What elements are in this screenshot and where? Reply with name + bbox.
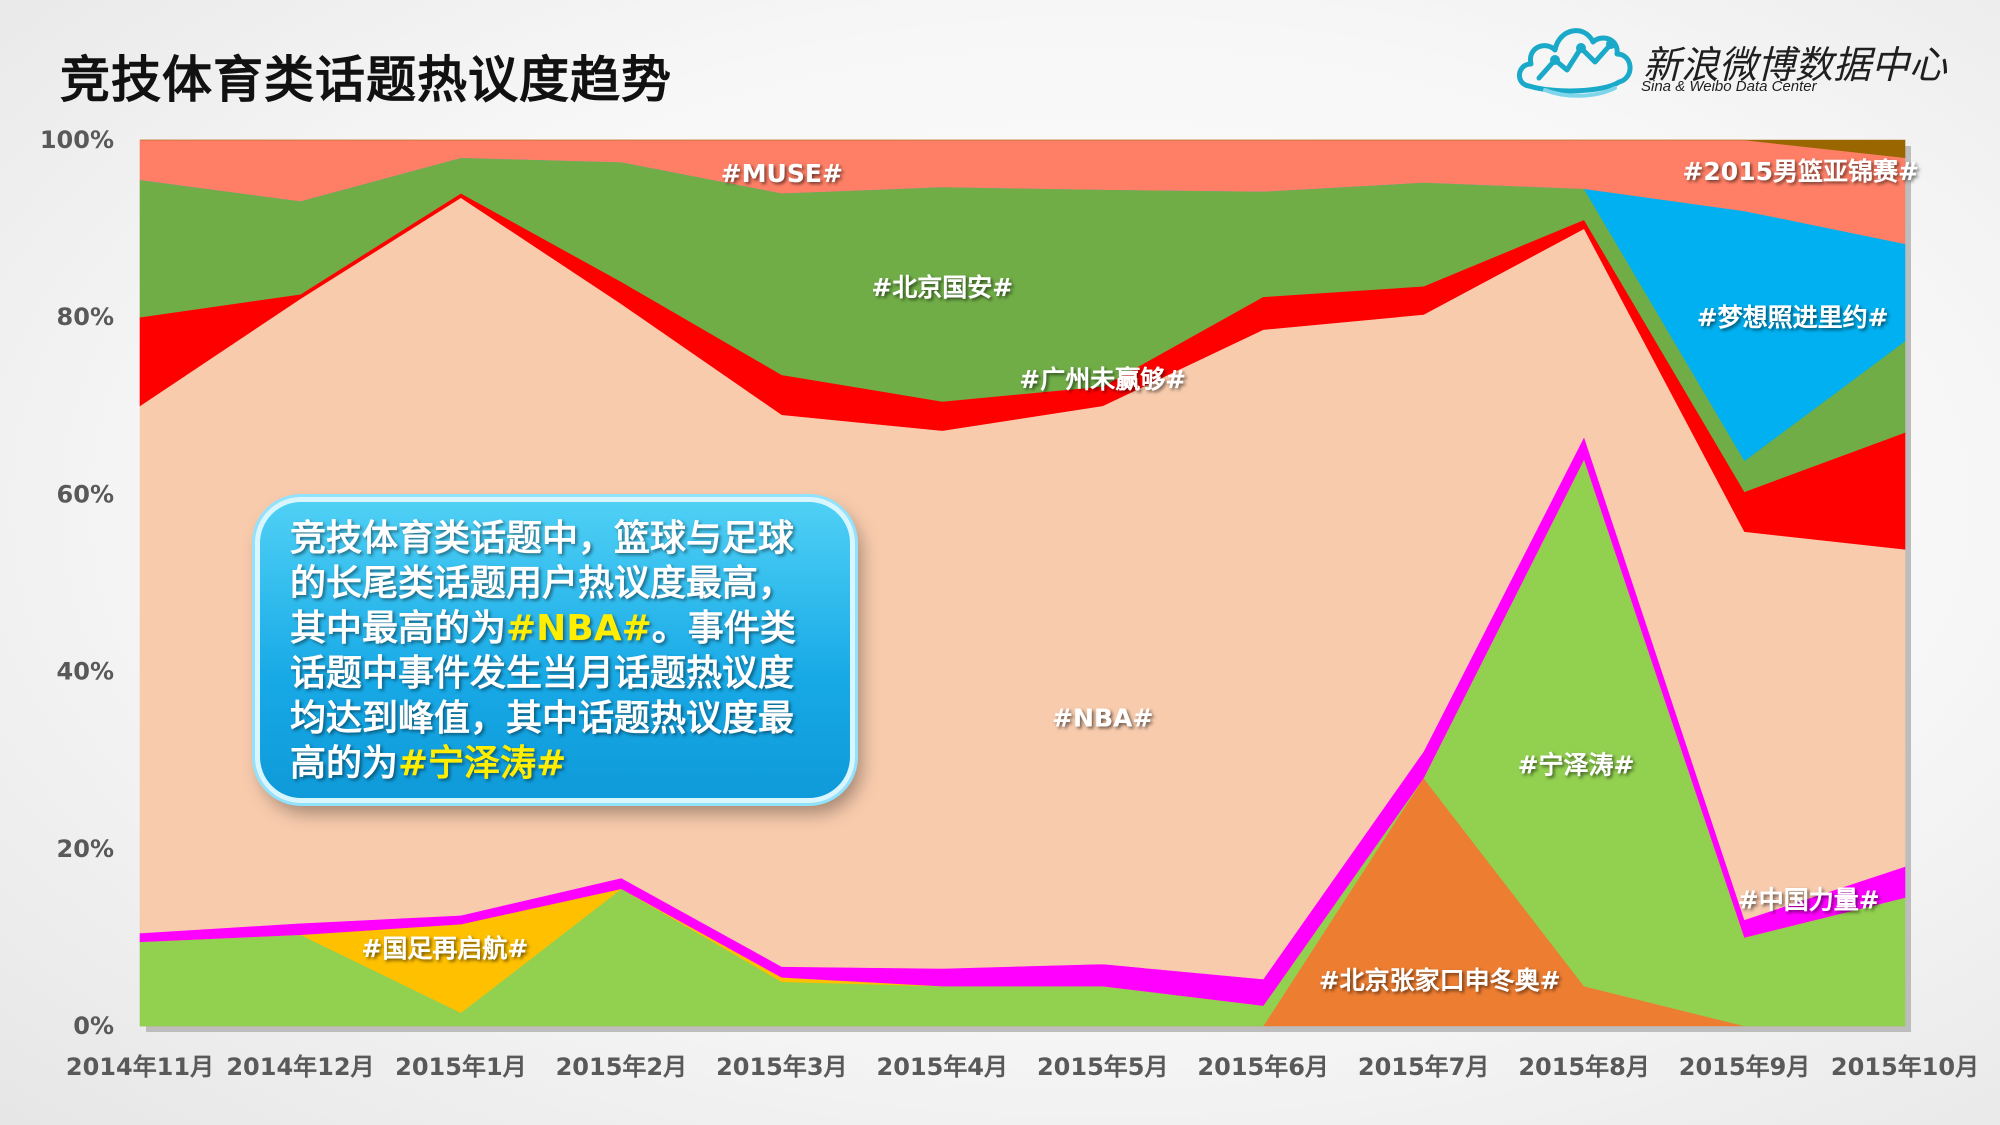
series-label: #国足再启航#: [361, 934, 528, 963]
callout-highlight: #NBA#: [506, 608, 652, 649]
x-tick-label: 2015年7月: [1358, 1053, 1490, 1081]
cloud-logo-icon: [1517, 28, 1633, 98]
y-tick-label: 100%: [40, 126, 114, 154]
y-tick-label: 0%: [73, 1012, 114, 1040]
area-series-9: [140, 139, 1906, 159]
x-tick-label: 2015年9月: [1679, 1053, 1811, 1081]
callout-line: 均达到峰值，其中话题热议度最: [290, 696, 830, 741]
callout-line: 的长尾类话题用户热议度最高，: [290, 561, 830, 606]
x-tick-label: 2015年3月: [716, 1053, 848, 1081]
sina-weibo-logo: 新浪微博数据中心 Sina & Weibo Data Center: [1515, 8, 1995, 108]
y-tick-label: 60%: [57, 480, 114, 508]
y-tick-label: 80%: [57, 303, 114, 331]
series-label: #北京国安#: [871, 273, 1013, 302]
x-tick-label: 2015年4月: [877, 1053, 1009, 1081]
series-label: #2015男篮亚锦赛#: [1682, 157, 1918, 186]
callout-text: 竞技体育类话题中，篮球与足球: [290, 518, 795, 559]
callout-line: 高的为#宁泽涛#: [290, 741, 830, 786]
x-tick-label: 2015年8月: [1518, 1053, 1650, 1081]
series-label: #北京张家口申冬奥#: [1319, 966, 1561, 995]
callout-line: 话题中事件发生当月话题热议度: [290, 651, 830, 696]
callout-line: 其中最高的为#NBA#。事件类: [290, 606, 830, 651]
x-tick-label: 2014年12月: [226, 1053, 374, 1081]
callout-line: 竞技体育类话题中，篮球与足球: [290, 516, 830, 561]
y-tick-label: 40%: [57, 658, 114, 686]
series-label: #梦想照进里约#: [1697, 303, 1889, 332]
callout-text: 。事件类: [651, 608, 796, 649]
x-tick-label: 2014年11月: [66, 1053, 214, 1081]
callout-text: 话题中事件发生当月话题热议度: [290, 653, 795, 694]
callout-text: 均达到峰值，其中话题热议度最: [290, 698, 795, 739]
x-tick-label: 2015年2月: [556, 1053, 688, 1081]
callout-highlight: #宁泽涛#: [398, 743, 567, 784]
x-tick-label: 2015年6月: [1197, 1053, 1329, 1081]
logo-chinese-text: 新浪微博数据中心: [1643, 43, 1948, 87]
series-label: #NBA#: [1052, 704, 1153, 733]
callout-text: 高的为: [290, 743, 399, 784]
logo-english-text: Sina & Weibo Data Center: [1641, 78, 1817, 95]
chart-title: 竞技体育类话题热议度趋势: [60, 51, 672, 109]
callout-text: 的长尾类话题用户热议度最高，: [290, 563, 795, 604]
callout-box: 竞技体育类话题中，篮球与足球 的长尾类话题用户热议度最高， 其中最高的为#NBA#。…: [255, 497, 855, 803]
x-tick-label: 2015年1月: [395, 1053, 527, 1081]
x-tick-label: 2015年5月: [1037, 1053, 1169, 1081]
x-tick-label: 2015年10月: [1831, 1053, 1979, 1081]
callout-text: 其中最高的为: [290, 608, 507, 649]
series-label: #广州未赢够#: [1019, 365, 1186, 394]
series-label: #中国力量#: [1738, 885, 1880, 914]
series-label: #MUSE#: [721, 159, 843, 188]
series-label: #宁泽涛#: [1518, 751, 1635, 780]
y-tick-label: 20%: [57, 835, 114, 863]
